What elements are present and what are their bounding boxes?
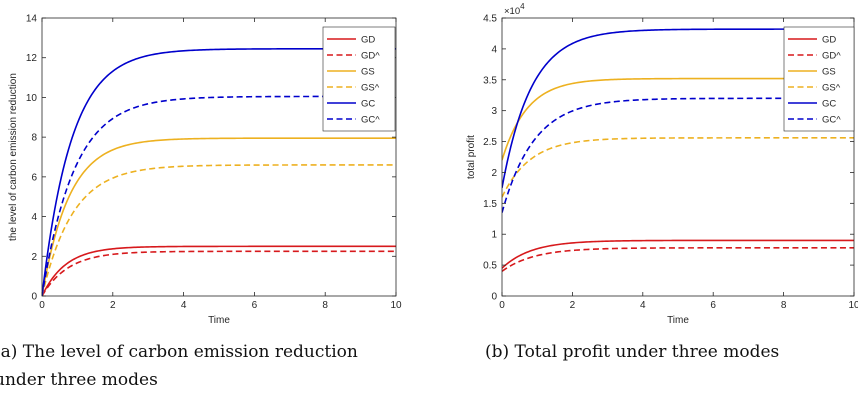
legend-label: GD^ bbox=[361, 51, 380, 62]
y-tick-label: 12 bbox=[26, 53, 38, 64]
x-tick-label: 4 bbox=[181, 300, 187, 311]
legend-label: GC^ bbox=[822, 115, 841, 126]
legend-box bbox=[322, 26, 396, 132]
y-axis-exponent-power: 4 bbox=[520, 2, 525, 11]
x-tick-label: 0 bbox=[39, 300, 45, 311]
x-tick-label: 8 bbox=[781, 300, 787, 311]
y-tick-label: 0.5 bbox=[483, 261, 497, 272]
y-axis-label: total profit bbox=[466, 135, 477, 179]
chart-panel-b: 0 2 4 6 8 10 0 0.5 1 1.5 2 2.5 3 3.5 4 4.5 Time total pro… bbox=[466, 2, 858, 362]
legend-label: GS^ bbox=[361, 83, 380, 94]
plot-area-frame bbox=[501, 17, 855, 297]
plot-area-frame bbox=[41, 17, 397, 297]
x-tick-label: 10 bbox=[390, 300, 402, 311]
x-tick-label: 2 bbox=[570, 300, 576, 311]
legend-label: GS^ bbox=[822, 83, 841, 94]
series-line-gs-hat bbox=[502, 137, 854, 198]
y-tick-label: 2.5 bbox=[483, 137, 497, 148]
caption-line-2: under three modes bbox=[0, 370, 158, 390]
series-line-gd bbox=[42, 245, 396, 296]
x-tick-label: 0 bbox=[499, 300, 505, 311]
series-line-gs bbox=[42, 137, 396, 296]
chart-panel-a: 0 2 4 6 8 10 0 2 4 6 8 10 12 14 Time the level of carbo… bbox=[0, 14, 402, 391]
legend-label: GD bbox=[361, 35, 375, 46]
y-tick-label: 1.5 bbox=[483, 199, 497, 210]
series-line-gd-hat bbox=[42, 250, 396, 296]
y-tick-label: 1 bbox=[491, 230, 497, 241]
caption: (b) Total profit under three modes bbox=[485, 342, 779, 362]
series-line-gd bbox=[502, 239, 854, 269]
legend-label: GS bbox=[361, 67, 375, 78]
legend-label: GD bbox=[822, 35, 836, 46]
y-tick-label: 0 bbox=[31, 292, 37, 303]
y-tick-label: 6 bbox=[31, 172, 37, 183]
caption-line-1: (a) The level of carbon emission reducti… bbox=[0, 342, 358, 362]
y-tick-label: 2 bbox=[491, 168, 497, 179]
y-axis-label: the level of carbon emission reduction bbox=[8, 73, 19, 241]
series-line-gs-hat bbox=[42, 164, 396, 296]
x-tick-label: 2 bbox=[110, 300, 116, 311]
x-tick-label: 10 bbox=[848, 300, 858, 311]
y-tick-label: 8 bbox=[31, 133, 37, 144]
legend-label: GD^ bbox=[822, 51, 841, 62]
legend-label: GC bbox=[822, 99, 836, 110]
x-tick-label: 6 bbox=[252, 300, 258, 311]
y-tick-label: 2 bbox=[31, 252, 37, 263]
x-axis-label: Time bbox=[667, 315, 689, 326]
y-tick-label: 3.5 bbox=[483, 75, 497, 86]
y-tick-label: 4 bbox=[31, 212, 37, 223]
x-tick-label: 8 bbox=[322, 300, 328, 311]
legend-label: GC bbox=[361, 99, 375, 110]
y-tick-label: 0 bbox=[491, 292, 497, 303]
x-tick-label: 6 bbox=[710, 300, 716, 311]
y-tick-label: 4.5 bbox=[483, 14, 497, 25]
y-tick-label: 10 bbox=[26, 93, 38, 104]
legend-box bbox=[783, 26, 855, 132]
y-axis-exponent: ×104 bbox=[504, 2, 525, 17]
y-tick-label: 3 bbox=[491, 106, 497, 117]
legend-label: GC^ bbox=[361, 115, 380, 126]
x-tick-label: 4 bbox=[640, 300, 646, 311]
y-tick-label: 4 bbox=[491, 44, 497, 55]
legend-label: GS bbox=[822, 67, 836, 78]
y-tick-label: 14 bbox=[26, 14, 38, 25]
x-axis-label: Time bbox=[208, 315, 230, 326]
series-line-gd-hat bbox=[502, 247, 854, 272]
